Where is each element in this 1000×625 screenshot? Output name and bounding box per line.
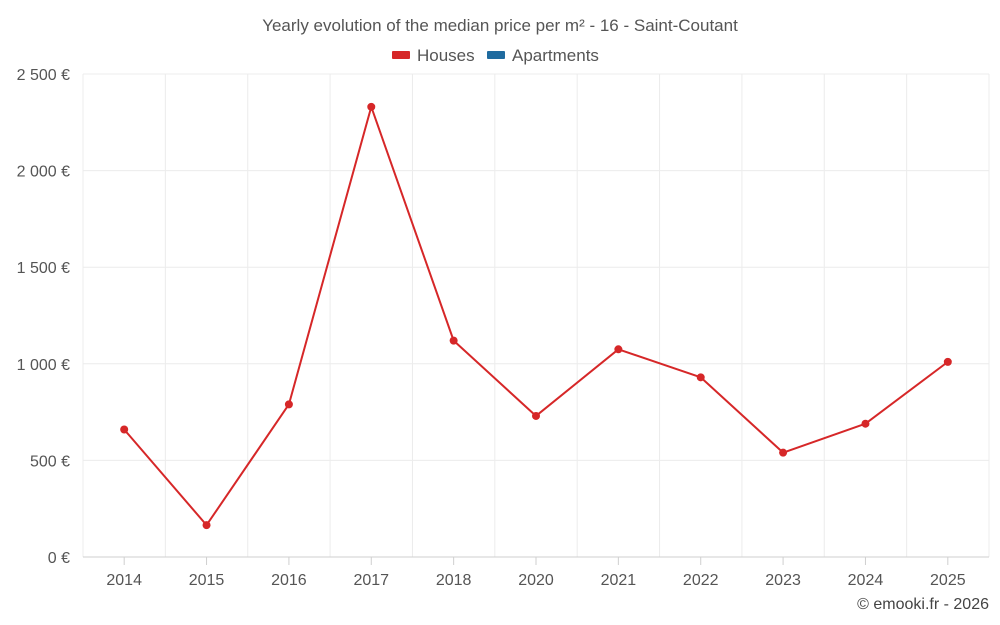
data-point[interactable] — [614, 345, 623, 354]
x-tick-label: 2025 — [930, 572, 966, 589]
x-tick-label: 2022 — [683, 572, 719, 589]
y-tick-label: 2 000 € — [17, 164, 70, 181]
x-tick-label: 2017 — [353, 572, 389, 589]
x-tick-label: 2018 — [436, 572, 472, 589]
y-tick-label: 2 500 € — [17, 67, 70, 84]
data-point[interactable] — [284, 400, 293, 409]
chart-title: Yearly evolution of the median price per… — [262, 16, 738, 35]
data-point[interactable] — [202, 521, 211, 530]
x-tick-label: 2016 — [271, 572, 307, 589]
y-tick-label: 0 € — [48, 550, 70, 567]
legend-label-houses: Houses — [417, 46, 475, 65]
y-tick-label: 500 € — [30, 453, 70, 470]
y-tick-label: 1 500 € — [17, 260, 70, 277]
data-point[interactable] — [943, 357, 952, 366]
data-point[interactable] — [861, 419, 870, 428]
x-tick-label: 2015 — [189, 572, 225, 589]
series-houses — [120, 102, 952, 530]
data-point[interactable] — [696, 373, 705, 382]
data-point[interactable] — [532, 411, 540, 420]
x-tick-label: 2024 — [848, 572, 884, 589]
legend-item-apartments[interactable]: Apartments — [487, 46, 599, 65]
legend-swatch-houses — [392, 51, 410, 59]
grid — [82, 73, 990, 557]
x-tick-label: 2020 — [518, 572, 554, 589]
legend-swatch-apartments — [487, 51, 505, 59]
data-point[interactable] — [449, 336, 458, 345]
data-point[interactable] — [120, 425, 129, 434]
data-point[interactable] — [779, 448, 788, 457]
legend-label-apartments: Apartments — [512, 46, 599, 65]
x-tick-label: 2014 — [106, 572, 142, 589]
x-tick-label: 2023 — [765, 572, 801, 589]
x-tick-label: 2021 — [601, 572, 637, 589]
y-tick-label: 1 000 € — [17, 357, 70, 374]
credit-text: © emooki.fr - 2026 — [857, 596, 989, 613]
legend-item-houses[interactable]: Houses — [392, 46, 475, 65]
legend: Houses Apartments — [392, 46, 599, 65]
data-point[interactable] — [367, 102, 376, 111]
axes: 0 € 500 € 1 000 € 1 500 € 2 000 € 2 500 € 2014… — [17, 67, 989, 589]
